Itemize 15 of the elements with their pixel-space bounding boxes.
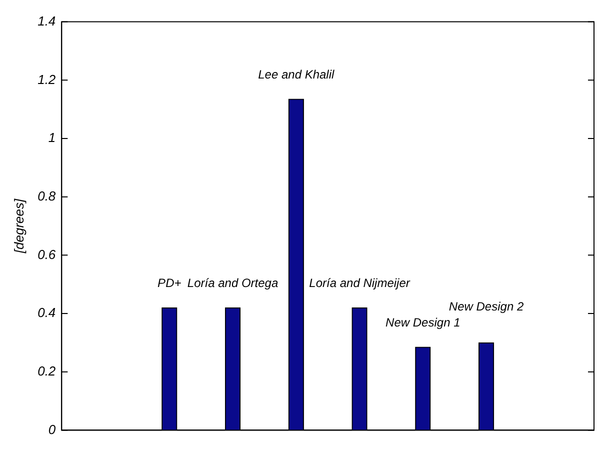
x-tick-label: New Design 1 — [386, 315, 460, 330]
x-tick-label: PD+ — [158, 276, 182, 290]
y-tick-label: 0.8 — [38, 188, 56, 204]
y-tick-label: 1.4 — [38, 13, 56, 28]
x-tick-label: Loría and Nijmeijer — [309, 276, 411, 290]
y-tick-label: 1.2 — [38, 72, 56, 87]
y-tick-label: 1 — [48, 130, 56, 146]
y-tick-label: 0.2 — [38, 363, 56, 378]
y-tick-label: 0.6 — [38, 246, 56, 262]
x-tick-label: Loría and Ortega — [187, 276, 278, 290]
y-tick-label: 0.4 — [38, 305, 56, 320]
y-tick-label: 0 — [48, 422, 56, 437]
y-axis-title: [degrees] — [11, 198, 26, 254]
x-tick-label: New Design 2 — [448, 299, 524, 314]
x-tick-label: Lee and Khalil — [258, 67, 335, 82]
